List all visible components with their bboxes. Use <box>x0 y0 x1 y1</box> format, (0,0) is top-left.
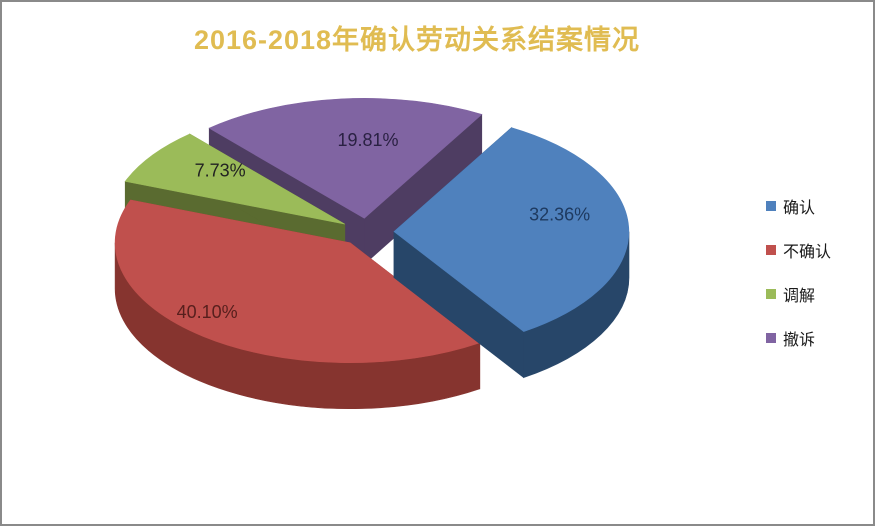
slice-label: 19.81% <box>337 130 398 150</box>
pie-slice-face <box>208 98 483 219</box>
pie-slice-face <box>114 199 481 364</box>
pie-slice-face <box>124 133 345 225</box>
chart-title: 2016-2018年确认劳动关系结案情况 <box>193 25 641 55</box>
legend-label: 确认 <box>783 200 816 217</box>
legend-item-1: 不确认 <box>766 238 831 262</box>
legend-swatch-icon <box>766 333 776 343</box>
legend-swatch-icon <box>766 245 776 255</box>
slice-label: 40.10% <box>177 302 238 322</box>
legend-label: 调解 <box>783 288 816 305</box>
slice-label: 7.73% <box>195 161 246 181</box>
legend-item-0: 确认 <box>766 194 831 218</box>
legend: 确认 不确认 调解 撤诉 <box>766 194 831 350</box>
legend-label: 不确认 <box>783 244 832 261</box>
legend-item-2: 调解 <box>766 282 831 306</box>
legend-swatch-icon <box>766 289 776 299</box>
legend-swatch-icon <box>766 201 776 211</box>
legend-item-3: 撤诉 <box>766 326 831 350</box>
legend-label: 撤诉 <box>783 332 816 349</box>
pie-slice-face <box>393 127 630 332</box>
slice-label: 32.36% <box>529 204 590 224</box>
